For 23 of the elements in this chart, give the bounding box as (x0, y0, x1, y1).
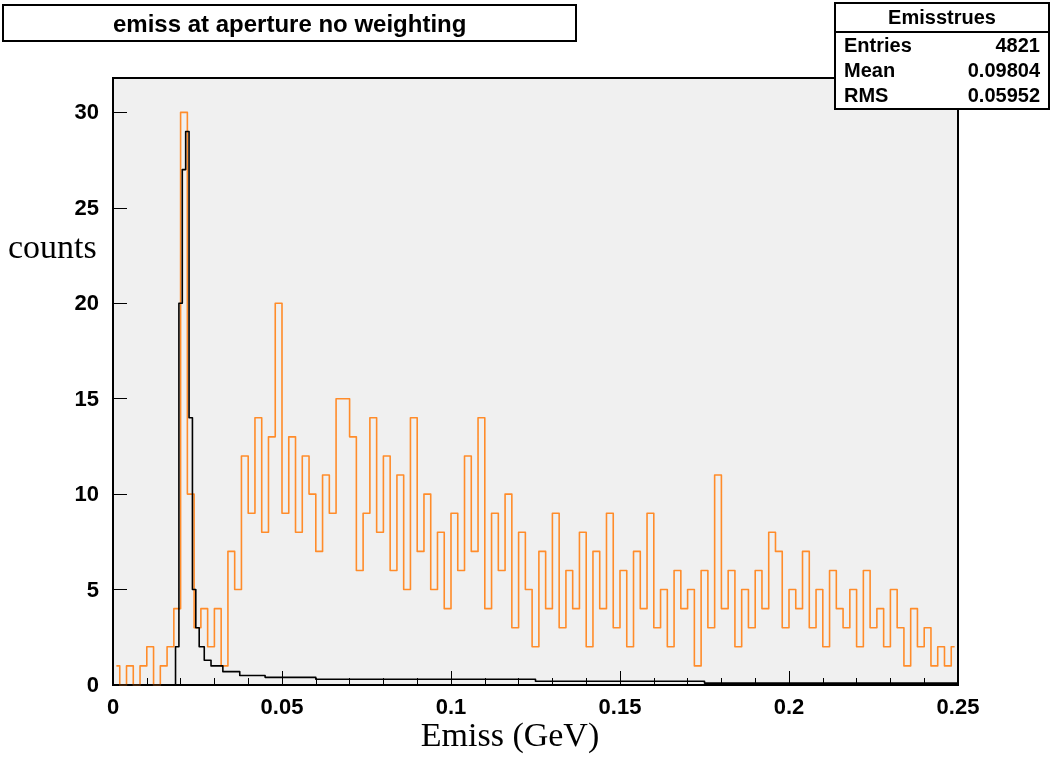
x-tick-label: 0.15 (598, 693, 642, 719)
y-tick-label: 15 (74, 385, 99, 411)
x-tick-label: 0.2 (773, 693, 805, 719)
annotation: RMS (844, 84, 889, 107)
text: 0.05952 (967, 84, 1040, 107)
text: 0.09804 (967, 59, 1040, 82)
y-tick-label: 5 (86, 576, 99, 602)
x-axis-title: Emiss (GeV) (385, 716, 635, 756)
x-tick-label: 0.05 (260, 693, 304, 719)
text: Emisstrues (836, 4, 1048, 33)
y-axis-title: counts (8, 228, 97, 266)
text: 4821 (995, 34, 1040, 57)
x-tick-label: 0.1 (435, 693, 467, 719)
y-tick-label: 25 (74, 194, 99, 220)
x-tick-label: 0.25 (936, 693, 980, 719)
y-tick-label: 10 (74, 481, 99, 507)
annotation: Mean (844, 59, 896, 82)
y-tick-label: 30 (74, 99, 99, 125)
text: Entries (844, 34, 912, 57)
y-tick-label: 0 (86, 672, 99, 697)
y-tick-label: 20 (74, 290, 99, 316)
chart-title: emiss at aperture no weighting (113, 9, 467, 37)
x-tick-label: 0 (106, 693, 120, 719)
